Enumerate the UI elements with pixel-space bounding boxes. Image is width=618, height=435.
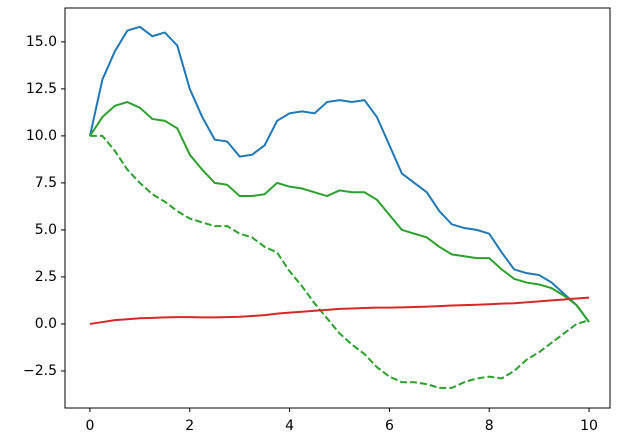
line-series <box>89 134 590 389</box>
y-tick-label: 15.0 <box>26 34 57 50</box>
x-tick-label: 4 <box>285 418 294 434</box>
y-tick-label: 2.5 <box>35 269 57 285</box>
line-series <box>89 296 590 325</box>
plot-frame <box>64 7 611 409</box>
x-tick-label: 8 <box>485 418 494 434</box>
x-tick-label: 10 <box>580 418 598 434</box>
line-series <box>88 25 590 323</box>
y-tick-label: 5.0 <box>35 222 57 238</box>
x-tick-label: 0 <box>85 418 94 434</box>
x-tick-label: 6 <box>385 418 394 434</box>
x-tick-label: 2 <box>185 418 194 434</box>
line-series <box>89 100 590 323</box>
y-tick-label: 0.0 <box>35 316 57 332</box>
y-tick-label: 10.0 <box>26 128 57 144</box>
y-tick-label: 7.5 <box>35 175 57 191</box>
plot-area <box>65 8 610 408</box>
y-tick-label: −2.5 <box>23 363 57 379</box>
y-tick-label: 12.5 <box>26 81 57 97</box>
